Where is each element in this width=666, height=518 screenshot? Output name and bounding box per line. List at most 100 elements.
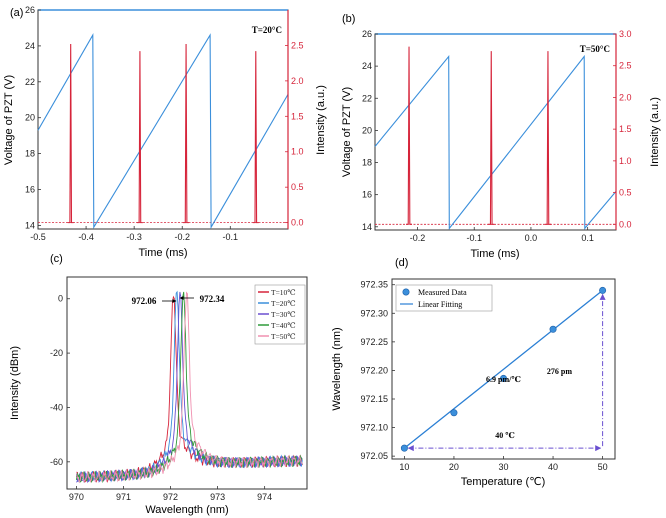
panel-c-legend: T=10℃ T=20℃ T=30℃ T=40℃ T=50℃	[254, 284, 306, 345]
a-right-tick-label-2.5: 2.5	[291, 40, 304, 50]
a-right-tick-label-1.0: 1.0	[291, 147, 304, 157]
panel-c-plot-frame	[66, 276, 308, 490]
panel-d-slope-annotation: 6.9 pm/℃	[486, 375, 521, 384]
b-x-tick-label-0.0: 0.0	[525, 233, 538, 243]
b-right-tick-label-0.0: 0.0	[619, 219, 632, 229]
panel-a-label: (a)	[10, 7, 23, 19]
b-x-tick-label--0.2: -0.2	[410, 233, 426, 243]
panel-c-x-tick-label-974: 974	[257, 492, 272, 502]
panel-d-y-tick-label-972.30: 972.30	[360, 308, 388, 318]
a-voltage-trace	[37, 33, 289, 230]
panel-b-right-axis: 0.0 0.5 1.0 1.5 2.0 2.5 3.0	[613, 29, 632, 230]
panel-a: (a) 14 16 18 20 22 24 26 0.0 0.5 1.0 1.5 2.0 2.5 -0…	[3, 5, 327, 259]
b-intensity-peak-3	[544, 51, 551, 225]
panel-c-legend-label-5: T=50℃	[271, 332, 296, 341]
b-x-tick-label-0.1: 0.1	[581, 233, 594, 243]
b-x-tick-label--0.1: -0.1	[466, 233, 482, 243]
panel-c-x-axis: 970 971 972 973 974	[69, 486, 272, 502]
a-intensity-peak-2	[136, 51, 143, 224]
panel-d-x-tick-label-10: 10	[399, 462, 409, 472]
panel-d-label: (d)	[395, 257, 408, 269]
panel-d-x-axis: 10 20 30 40 50	[399, 456, 608, 472]
panel-c-x-axis-title: Wavelength (nm)	[145, 504, 228, 516]
panel-a-x-axis-title: Time (ms)	[138, 247, 187, 259]
panel-d-x-tick-label-40: 40	[548, 462, 558, 472]
panel-b: (b) 14 16 18 20 22 24 26 0.0 0.5 1.0 1.5 2.0 2.5 3.0…	[341, 13, 661, 260]
a-left-tick-label-18: 18	[25, 149, 35, 159]
b-left-tick-label-22: 22	[362, 93, 372, 103]
panel-b-traces	[374, 33, 617, 230]
panel-d: (d) 972.05 972.10 972.15 972.20 972.25 972.30…	[331, 257, 616, 488]
panel-c-legend-label-4: T=40℃	[271, 321, 296, 330]
a-intensity-peak-4	[252, 51, 259, 224]
panel-d-data-point-1	[400, 444, 408, 452]
panel-c-x-tick-label-972: 972	[163, 492, 178, 502]
panel-c-label: (c)	[50, 253, 63, 265]
a-left-tick-label-24: 24	[25, 41, 35, 51]
panel-a-left-axis: 14 16 18 20 22 24 26	[25, 5, 41, 230]
b-left-tick-label-26: 26	[362, 29, 372, 39]
panel-b-x-axis-title: Time (ms)	[470, 248, 519, 260]
b-left-tick-label-18: 18	[362, 158, 372, 168]
panel-d-data-point-2	[450, 409, 458, 417]
panel-d-data-point-5	[599, 286, 607, 294]
panel-a-left-axis-title: Voltage of PZT (V)	[3, 75, 15, 165]
panel-a-temperature-annotation: T=20°C	[252, 25, 282, 35]
b-left-tick-label-24: 24	[362, 61, 372, 71]
b-intensity-peak-2	[488, 51, 495, 225]
a-x-tick-label--0.2: -0.2	[174, 232, 190, 242]
panel-d-y-tick-label-972.10: 972.10	[360, 423, 388, 433]
panel-d-y-axis-title: Wavelength (nm)	[331, 327, 343, 410]
a-x-tick-label--0.1: -0.1	[223, 232, 239, 242]
panel-c-y-axis-title: Intensity (dBm)	[9, 346, 21, 420]
a-x-tick-label--0.4: -0.4	[78, 232, 94, 242]
panel-a-plot-frame	[37, 9, 289, 230]
panel-c-legend-label-3: T=30℃	[271, 310, 296, 319]
panel-b-temperature-annotation: T=50°C	[580, 44, 610, 54]
b-left-tick-label-14: 14	[362, 222, 372, 232]
panel-d-y-tick-label-972.20: 972.20	[360, 365, 388, 375]
a-right-tick-label-0.5: 0.5	[291, 182, 304, 192]
b-left-tick-label-16: 16	[362, 190, 372, 200]
a-intensity-peak-1	[67, 44, 74, 224]
panel-a-right-axis-title: Intensity (a.u.)	[315, 85, 327, 155]
panel-d-plot-area	[400, 286, 607, 452]
panel-d-legend-fit-label: Linear Fitting	[418, 300, 462, 309]
panel-c-legend-label-2: T=20℃	[271, 299, 296, 308]
a-left-tick-label-22: 22	[25, 77, 35, 87]
panel-d-y-axis: 972.05 972.10 972.15 972.20 972.25 972.30 972.…	[360, 280, 395, 461]
panel-d-x-axis-title: Temperature (℃)	[461, 476, 546, 488]
panel-c-spectrum-3	[76, 291, 303, 484]
b-right-tick-label-1.5: 1.5	[619, 124, 632, 134]
panel-d-x-tick-label-50: 50	[598, 462, 608, 472]
panel-c-y-tick-label--60: -60	[50, 457, 63, 467]
panel-c-x-tick-label-973: 973	[210, 492, 225, 502]
a-x-tick-label--0.5: -0.5	[30, 232, 46, 242]
a-left-tick-label-26: 26	[25, 5, 35, 15]
b-voltage-trace	[374, 54, 617, 230]
panel-a-right-axis: 0.0 0.5 1.0 1.5 2.0 2.5	[285, 10, 304, 229]
panel-b-left-axis: 14 16 18 20 22 24 26	[362, 29, 378, 232]
a-left-tick-label-16: 16	[25, 185, 35, 195]
panel-c-y-tick-label-0: 0	[58, 294, 63, 304]
panel-c: (c) -60 -40 -20 0 970 971 972 973 974 T=10℃ T=20…	[9, 253, 308, 516]
panel-b-label: (b)	[342, 13, 355, 25]
panel-d-delta-y-annotation: 276 pm	[547, 367, 572, 376]
panel-d-legend-marker	[402, 288, 410, 296]
panel-c-x-tick-label-970: 970	[69, 492, 84, 502]
b-right-tick-label-3.0: 3.0	[619, 29, 632, 39]
a-left-tick-label-14: 14	[25, 220, 35, 230]
panel-a-traces	[37, 9, 289, 230]
b-right-tick-label-1.0: 1.0	[619, 156, 632, 166]
panel-c-annotation-left: 972.06	[132, 296, 157, 306]
panel-c-legend-label-1: T=10℃	[271, 288, 296, 297]
a-intensity-peak-3	[183, 44, 190, 224]
panel-c-y-tick-label--40: -40	[50, 402, 63, 412]
panel-d-legend: Measured Data Linear Fitting	[395, 284, 493, 312]
panel-d-legend-measured-label: Measured Data	[418, 288, 467, 297]
panel-d-data-point-4	[549, 325, 557, 333]
a-left-tick-label-20: 20	[25, 113, 35, 123]
panel-c-y-axis: -60 -40 -20 0	[50, 294, 70, 467]
panel-d-delta-x-annotation: 40 ℃	[495, 431, 515, 440]
